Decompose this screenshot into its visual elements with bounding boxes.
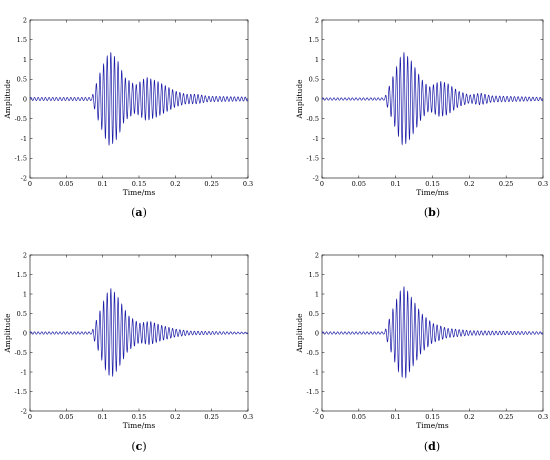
x-tick-label: 0.3 (538, 413, 548, 421)
x-tick-label: 0.25 (204, 413, 218, 421)
x-tick-label: 0.3 (538, 180, 548, 188)
x-tick-label: 0.2 (464, 413, 474, 421)
caption-open: ( (424, 206, 428, 219)
y-tick-label: 1.5 (309, 271, 319, 279)
y-tick-label: -1 (313, 368, 319, 376)
panel-caption: (b) (424, 206, 440, 219)
y-tick-label: -1.5 (14, 155, 27, 163)
y-tick-label: 1 (23, 290, 27, 298)
y-tick-label: -1 (21, 135, 27, 143)
y-tick-label: -2 (313, 407, 319, 415)
panel-a: 0 0.05 0.1 0.15 0.2 0.25 0.3 -2 -1.5 -1 -0.5 0 0.5 1 1… (3, 16, 253, 219)
x-tick-label: 0.15 (425, 180, 439, 188)
x-tick-label: 0.05 (352, 180, 366, 188)
y-tick-label: -2 (21, 174, 27, 182)
caption-close: ) (142, 440, 146, 453)
x-tick-label: 0.1 (390, 180, 400, 188)
x-tick-label: 0.25 (204, 180, 218, 188)
panel-c: 0 0.05 0.1 0.15 0.2 0.25 0.3 -2 -1.5 -1 -0.5 0 0.5 1 1… (3, 251, 253, 453)
y-tick-label: 0.5 (309, 310, 319, 318)
caption-close: ) (436, 440, 440, 453)
x-tick-label: 0 (28, 413, 32, 421)
caption-close: ) (436, 206, 440, 219)
x-tick-label: 0.05 (59, 413, 73, 421)
y-tick-label: -1.5 (14, 388, 27, 396)
waveform-series (321, 51, 544, 146)
panel-caption: (c) (131, 440, 146, 453)
caption-open: ( (424, 440, 428, 453)
y-tick-label: 2 (23, 16, 27, 24)
x-tick-label: 0.25 (499, 180, 513, 188)
x-tick-label: 0.15 (425, 413, 439, 421)
x-tick-label: 0.1 (97, 180, 107, 188)
x-tick-label: 0.1 (390, 413, 400, 421)
y-tick-label: -1 (313, 135, 319, 143)
y-tick-label: 0 (23, 329, 27, 337)
y-tick-label: 1.5 (17, 36, 27, 44)
y-tick-label: -1 (21, 368, 27, 376)
y-tick-label: -1.5 (306, 388, 319, 396)
waveform-series (29, 51, 249, 146)
x-tick-label: 0.05 (59, 180, 73, 188)
waveform-series (29, 287, 249, 378)
y-tick-label: 1.5 (17, 271, 27, 279)
y-tick-label: -2 (313, 174, 319, 182)
x-tick-label: 0.2 (170, 413, 180, 421)
panel-d: 0 0.05 0.1 0.15 0.2 0.25 0.3 -2 -1.5 -1 -0.5 0 0.5 1 1… (295, 251, 548, 453)
y-tick-label: 0.5 (17, 76, 27, 84)
y-axis-label: Amplitude (3, 79, 12, 120)
y-tick-label: 1 (315, 290, 319, 298)
caption-close: ) (143, 206, 147, 219)
y-tick-label: 0 (315, 95, 319, 103)
y-tick-label: 2 (23, 251, 27, 259)
y-axis-label: Amplitude (295, 313, 304, 354)
x-tick-label: 0.2 (170, 180, 180, 188)
x-tick-label: 0.2 (464, 180, 474, 188)
x-tick-label: 0.3 (243, 413, 253, 421)
x-tick-label: 0.05 (352, 413, 366, 421)
y-tick-label: 1 (23, 56, 27, 64)
x-tick-label: 0.15 (132, 180, 146, 188)
y-tick-label: 0.5 (309, 76, 319, 84)
y-tick-label: 1.5 (309, 36, 319, 44)
x-tick-label: 0.1 (97, 413, 107, 421)
y-tick-label: -2 (21, 407, 27, 415)
y-axis-label: Amplitude (295, 79, 304, 120)
y-tick-label: 0.5 (17, 310, 27, 318)
y-tick-label: -1.5 (306, 155, 319, 163)
x-tick-label: 0 (28, 180, 32, 188)
x-tick-label: 0 (320, 180, 324, 188)
y-tick-label: 0 (315, 329, 319, 337)
y-axis-label: Amplitude (3, 313, 12, 354)
x-tick-label: 0.15 (132, 413, 146, 421)
y-tick-label: 2 (315, 16, 319, 24)
y-tick-label: -0.5 (306, 349, 319, 357)
caption-open: ( (131, 206, 135, 219)
x-tick-label: 0.25 (499, 413, 513, 421)
panel-caption: (a) (131, 206, 147, 219)
caption-letter: c (136, 440, 143, 453)
panel-caption: (d) (424, 440, 440, 453)
caption-letter: a (135, 206, 142, 219)
y-tick-label: -0.5 (14, 115, 27, 123)
y-tick-label: 1 (315, 56, 319, 64)
x-axis-label: Time/ms (416, 188, 449, 197)
caption-letter: d (428, 440, 436, 453)
x-axis-label: Time/ms (123, 421, 156, 430)
x-tick-label: 0 (320, 413, 324, 421)
panel-b: 0 0.05 0.1 0.15 0.2 0.25 0.3 -2 -1.5 -1 -0.5 0 0.5 1 1… (295, 16, 548, 219)
waveform-series (321, 286, 544, 379)
x-axis-label: Time/ms (416, 421, 449, 430)
x-axis-label: Time/ms (123, 188, 156, 197)
x-tick-label: 0.3 (243, 180, 253, 188)
caption-open: ( (131, 440, 135, 453)
y-tick-label: 2 (315, 251, 319, 259)
y-tick-label: -0.5 (306, 115, 319, 123)
y-tick-label: 0 (23, 95, 27, 103)
caption-letter: b (428, 206, 436, 219)
y-tick-label: -0.5 (14, 349, 27, 357)
